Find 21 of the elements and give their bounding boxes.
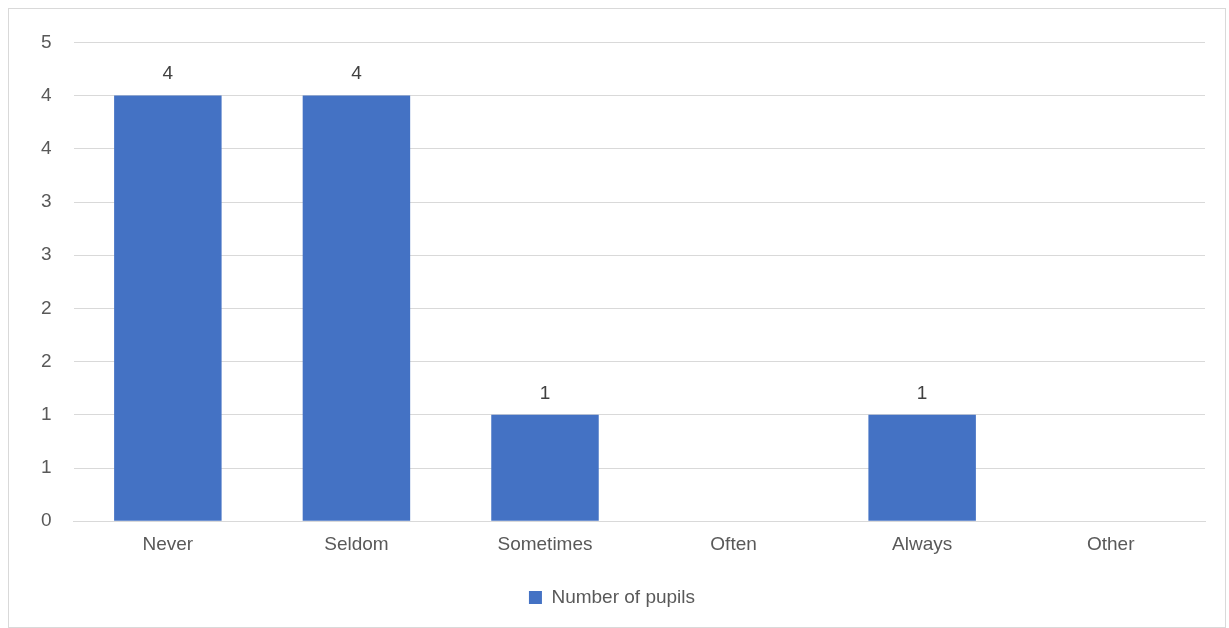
y-tick-label: 4	[40, 137, 52, 159]
data-label: 4	[162, 62, 174, 84]
x-tick-label: Other	[1086, 532, 1136, 554]
x-tick-label: Sometimes	[497, 532, 593, 554]
data-label: 1	[539, 381, 551, 403]
y-tick-label: 1	[40, 456, 52, 478]
x-tick-label: Never	[142, 532, 194, 554]
data-label: 1	[916, 381, 928, 403]
data-label: 4	[351, 62, 363, 84]
y-tick-label: 1	[40, 403, 52, 425]
x-tick-label: Seldom	[324, 532, 389, 554]
x-tick-label: Always	[892, 532, 953, 554]
y-tick-label: 0	[40, 509, 52, 531]
y-tick-label: 2	[40, 296, 52, 318]
legend-label: Number of pupils	[551, 585, 696, 607]
y-tick-label: 3	[40, 243, 52, 265]
x-tick-label: Often	[710, 532, 757, 554]
y-tick-label: 3	[40, 190, 52, 212]
y-tick-label: 4	[40, 83, 52, 105]
y-tick-label: 5	[40, 30, 52, 52]
y-tick-label: 2	[40, 349, 52, 371]
